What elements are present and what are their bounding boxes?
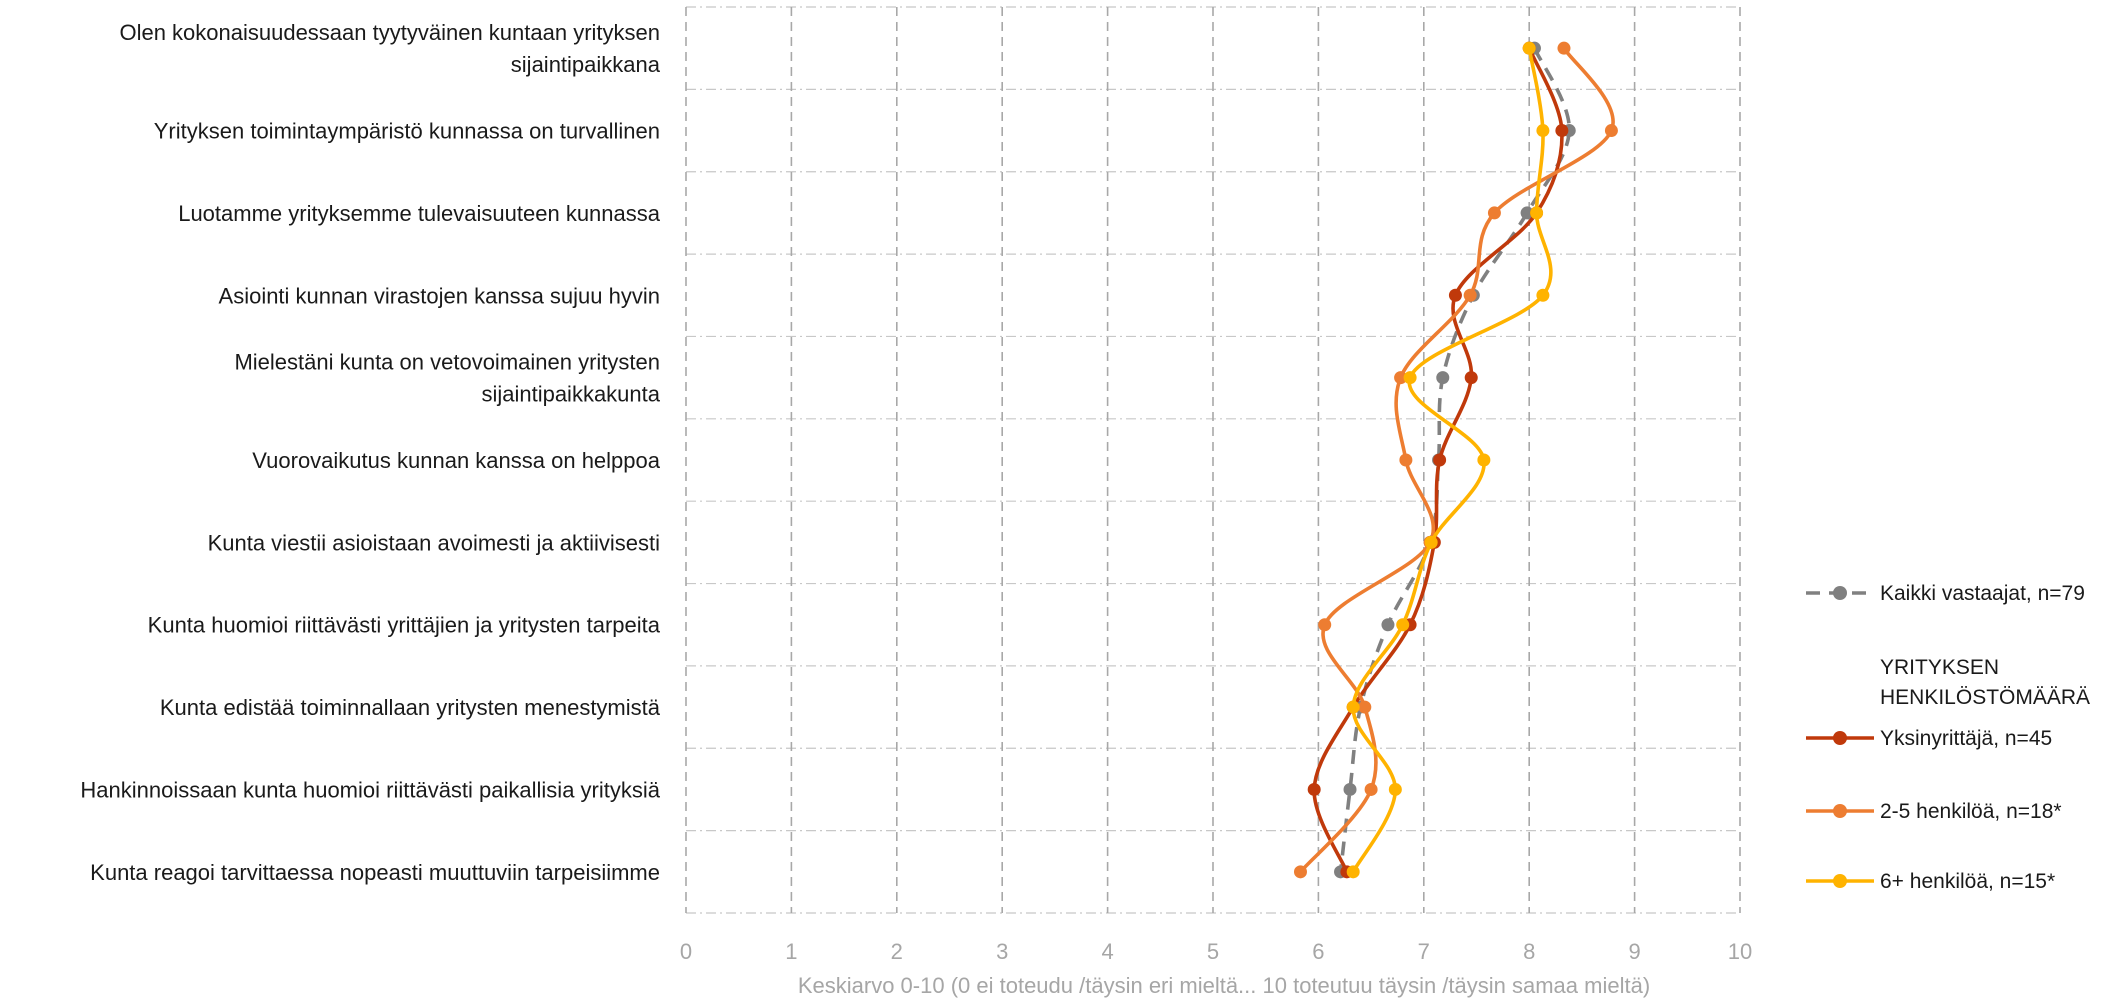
x-tick-label: 8	[1523, 939, 1535, 964]
x-tick-label: 2	[891, 939, 903, 964]
data-point	[1346, 700, 1360, 714]
legend-label: 2-5 henkilöä, n=18*	[1880, 800, 2062, 823]
data-point	[1346, 865, 1360, 879]
legend-marker	[1833, 586, 1847, 600]
data-point	[1399, 453, 1413, 467]
x-tick-label: 7	[1418, 939, 1430, 964]
series-2	[1293, 41, 1618, 879]
category-label: Kunta viestii asioistaan avoimesti ja ak…	[208, 530, 660, 555]
x-tick-label: 4	[1101, 939, 1113, 964]
legend-marker	[1833, 731, 1847, 745]
data-point	[1394, 371, 1408, 385]
data-point	[1464, 371, 1478, 385]
data-point	[1343, 782, 1357, 796]
data-point	[1536, 124, 1550, 138]
data-point	[1381, 618, 1395, 632]
x-tick-label: 1	[785, 939, 797, 964]
legend-item-2: 2-5 henkilöä, n=18*	[1806, 800, 2062, 823]
x-tick-labels: 0 1 2 3 4 5 6 7 8 9 10	[680, 939, 1752, 964]
x-tick-label: 0	[680, 939, 692, 964]
data-point	[1530, 206, 1544, 220]
category-label: Yrityksen toimintaympäristö kunnassa on …	[154, 119, 660, 144]
data-point	[1477, 453, 1491, 467]
category-label: Olen kokonaisuudessaan tyytyväinen kunta…	[119, 20, 660, 77]
category-label: Vuorovaikutus kunnan kanssa on helppoa	[252, 448, 660, 473]
legend-label: 6+ henkilöä, n=15*	[1880, 870, 2055, 893]
data-point	[1403, 371, 1417, 385]
legend-group-title: YRITYKSEN HENKILÖSTÖMÄÄRÄ	[1880, 656, 2090, 709]
data-point	[1604, 124, 1618, 138]
category-label: Mielestäni kunta on vetovoimainen yritys…	[234, 350, 660, 407]
legend-label: Kaikki vastaajat, n=79	[1880, 582, 2085, 605]
category-label: Kunta edistää toiminnallaan yritysten me…	[160, 695, 661, 720]
legend: Kaikki vastaajat, n=79 YRITYKSEN HENKILÖST…	[1806, 582, 2090, 893]
x-axis-title: Keskiarvo 0-10 (0 ei toteudu /täysin eri…	[798, 973, 1650, 998]
legend-item-3: 6+ henkilöä, n=15*	[1806, 870, 2055, 893]
category-labels: Olen kokonaisuudessaan tyytyväinen kunta…	[80, 20, 660, 885]
legend-marker	[1833, 804, 1847, 818]
data-point	[1424, 535, 1438, 549]
x-tick-label: 5	[1207, 939, 1219, 964]
x-tick-label: 9	[1628, 939, 1640, 964]
category-label: Asiointi kunnan virastojen kanssa sujuu …	[219, 283, 660, 308]
data-point	[1433, 453, 1447, 467]
x-tick-label: 10	[1728, 939, 1752, 964]
data-point	[1436, 371, 1450, 385]
grid-layer	[685, 6, 1741, 914]
data-point	[1307, 782, 1321, 796]
data-point	[1358, 700, 1372, 714]
data-point	[1522, 41, 1536, 55]
data-point	[1318, 618, 1332, 632]
data-point	[1557, 41, 1571, 55]
x-tick-label: 3	[996, 939, 1008, 964]
data-point	[1555, 124, 1569, 138]
series-line	[1338, 47, 1572, 873]
legend-item-0: Kaikki vastaajat, n=79	[1806, 582, 2085, 605]
x-tick-label: 6	[1312, 939, 1324, 964]
data-point	[1520, 206, 1534, 220]
data-point	[1388, 782, 1402, 796]
category-label: Kunta reagoi tarvittaessa nopeasti muutt…	[90, 860, 660, 885]
series-layer	[1293, 41, 1618, 879]
category-label: Luotamme yrityksemme tulevaisuuteen kunn…	[178, 201, 661, 226]
legend-label: Yksinyrittäjä, n=45	[1880, 727, 2052, 750]
series-line	[1351, 46, 1553, 874]
data-point	[1463, 288, 1477, 302]
data-point	[1536, 288, 1550, 302]
data-point	[1364, 782, 1378, 796]
data-point	[1448, 288, 1462, 302]
data-point	[1396, 618, 1410, 632]
legend-item-1: Yksinyrittäjä, n=45	[1806, 727, 2052, 750]
data-point	[1487, 206, 1501, 220]
category-label: Hankinnoissaan kunta huomioi riittävästi…	[80, 777, 660, 802]
legend-marker	[1833, 874, 1847, 888]
data-point	[1293, 865, 1307, 879]
category-label: Kunta huomioi riittävästi yrittäjien ja …	[148, 613, 661, 638]
series-3	[1346, 41, 1553, 879]
